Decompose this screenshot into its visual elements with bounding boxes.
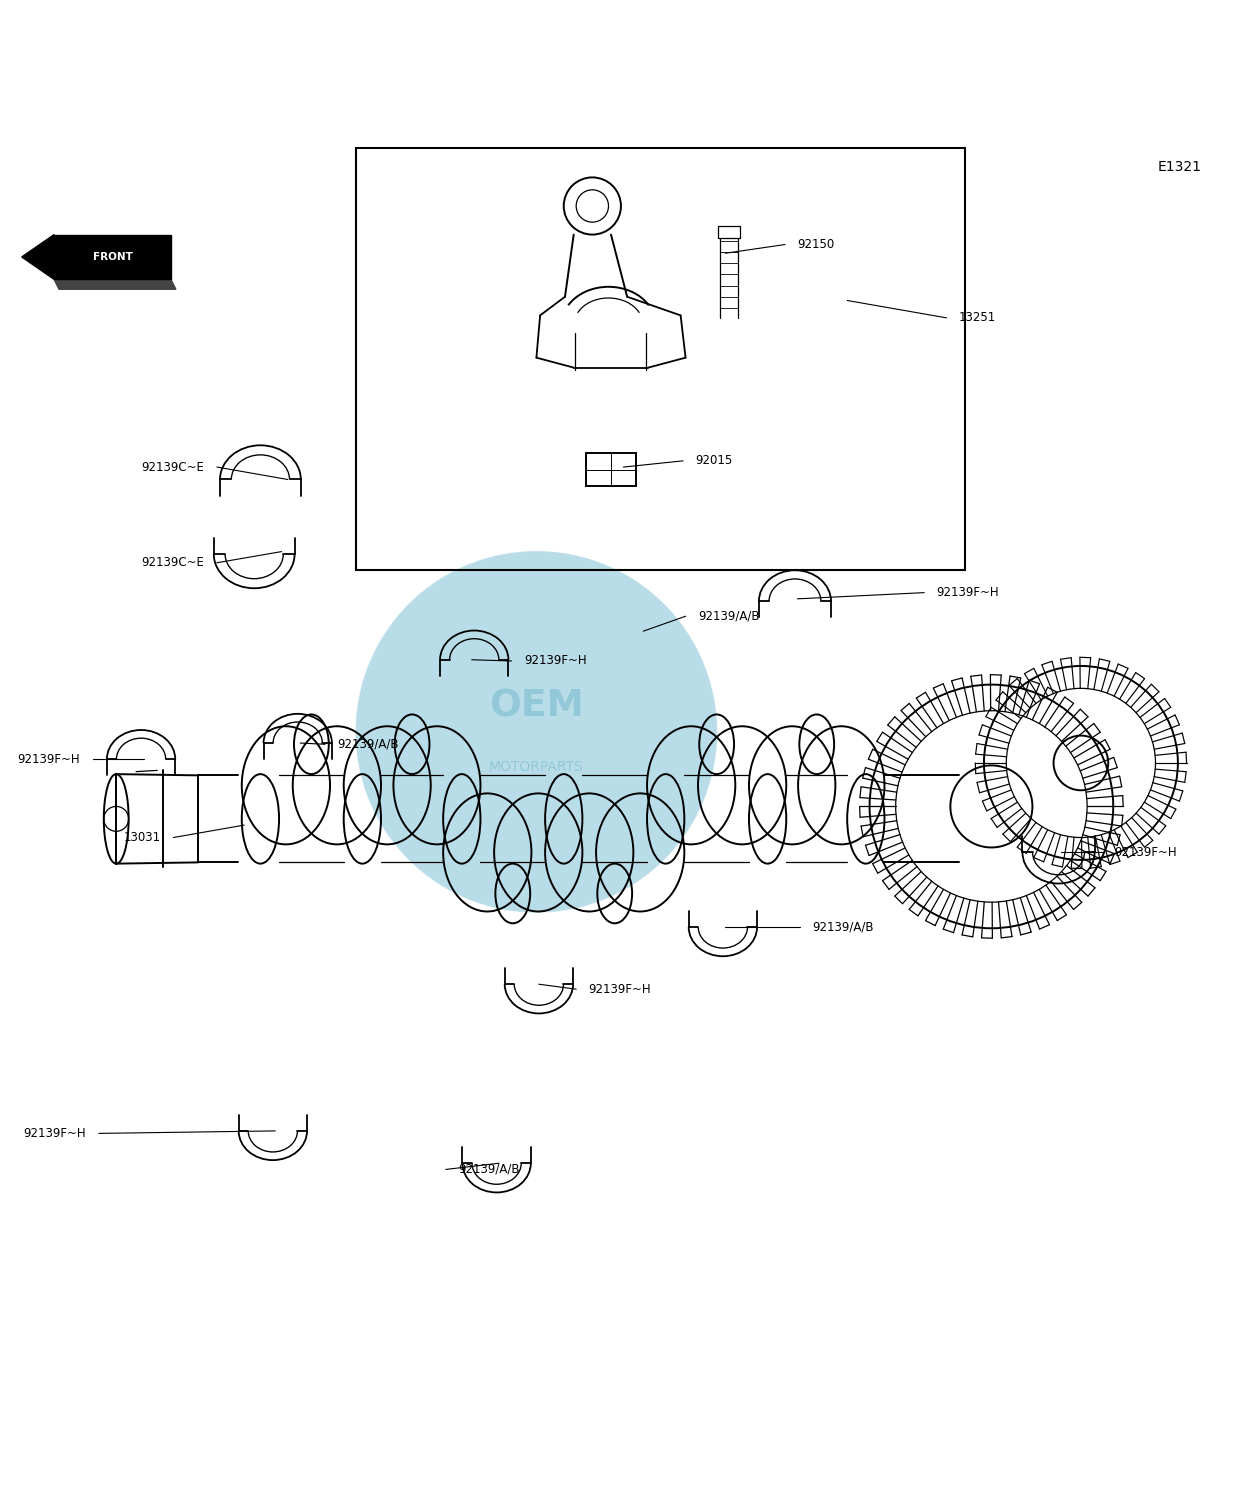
Text: 92139F~H: 92139F~H <box>17 752 80 766</box>
Text: 92139/A/B: 92139/A/B <box>458 1163 519 1175</box>
Polygon shape <box>54 279 176 290</box>
Text: 92139C~E: 92139C~E <box>142 461 204 473</box>
Text: 92139/A/B: 92139/A/B <box>337 738 398 750</box>
Text: 92139/A/B: 92139/A/B <box>813 920 874 934</box>
Polygon shape <box>21 234 54 279</box>
Text: 92139C~E: 92139C~E <box>142 557 204 569</box>
Text: 92139/A/B: 92139/A/B <box>698 609 759 623</box>
Text: 92139F~H: 92139F~H <box>589 983 651 995</box>
Bar <box>356 147 965 570</box>
Text: MOTORPARTS: MOTORPARTS <box>489 760 584 773</box>
Bar <box>718 225 741 239</box>
Circle shape <box>356 551 717 913</box>
Text: 92139F~H: 92139F~H <box>936 585 1000 599</box>
Text: E1321: E1321 <box>1158 161 1201 174</box>
Text: 92015: 92015 <box>696 455 733 467</box>
Polygon shape <box>54 234 171 279</box>
Text: 13031: 13031 <box>123 832 161 844</box>
Text: OEM: OEM <box>489 689 584 725</box>
Text: 92139F~H: 92139F~H <box>24 1127 86 1139</box>
Text: 92139F~H: 92139F~H <box>524 654 586 668</box>
Text: 92150: 92150 <box>798 239 834 251</box>
Text: 13251: 13251 <box>959 311 996 324</box>
Text: FRONT: FRONT <box>92 252 132 263</box>
Circle shape <box>356 551 717 913</box>
Bar <box>586 453 636 486</box>
Text: 92139F~H: 92139F~H <box>1114 847 1177 859</box>
